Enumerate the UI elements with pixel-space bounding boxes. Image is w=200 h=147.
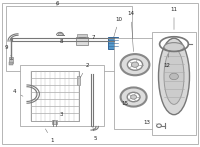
Bar (77, 76, 80, 85)
Text: 9: 9 (4, 45, 11, 56)
Circle shape (127, 92, 140, 102)
Bar (77, 34, 87, 37)
Text: 10: 10 (114, 17, 122, 37)
Text: 4: 4 (12, 89, 23, 96)
Circle shape (121, 54, 149, 75)
Bar (114, 38, 158, 129)
Bar (6, 6, 132, 71)
Circle shape (170, 73, 178, 80)
Bar (108, 37, 118, 49)
Bar (152, 32, 196, 135)
Ellipse shape (158, 38, 190, 115)
Text: 5: 5 (93, 126, 97, 141)
Bar (9, 57, 13, 63)
Text: 11: 11 (170, 7, 178, 30)
Text: 7: 7 (86, 35, 95, 41)
Bar (9, 62, 13, 65)
Ellipse shape (164, 49, 184, 104)
Text: 2: 2 (80, 63, 89, 78)
Circle shape (127, 59, 143, 70)
Circle shape (131, 95, 137, 99)
Text: 12: 12 (164, 54, 170, 68)
Circle shape (121, 87, 147, 107)
Circle shape (131, 62, 139, 67)
Bar (20, 65, 104, 126)
Text: 8: 8 (59, 32, 63, 44)
Text: 6: 6 (55, 1, 59, 6)
Bar (31, 71, 79, 121)
Bar (76, 37, 88, 45)
Text: 15: 15 (122, 101, 128, 106)
Text: 13: 13 (144, 120, 156, 125)
Bar (58, 33, 62, 35)
Bar (52, 120, 57, 124)
Text: 14: 14 (128, 11, 134, 52)
Text: 3: 3 (53, 112, 63, 121)
Ellipse shape (164, 43, 184, 51)
Text: 1: 1 (45, 129, 54, 143)
